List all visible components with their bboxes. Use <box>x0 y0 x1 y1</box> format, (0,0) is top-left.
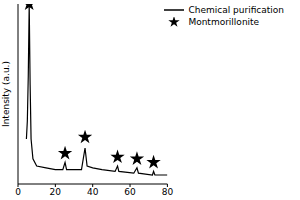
svg-text:80: 80 <box>162 187 174 197</box>
svg-text:20: 20 <box>50 187 62 197</box>
svg-text:60: 60 <box>124 187 136 197</box>
svg-text:0: 0 <box>15 187 21 197</box>
svg-text:40: 40 <box>87 187 99 197</box>
html-text:Chemical purification: Chemical purification <box>188 5 284 15</box>
svg-text:Intensity (a.u.): Intensity (a.u.) <box>8 61 11 127</box>
html-text:Montmorillonite: Montmorillonite <box>188 17 260 27</box>
